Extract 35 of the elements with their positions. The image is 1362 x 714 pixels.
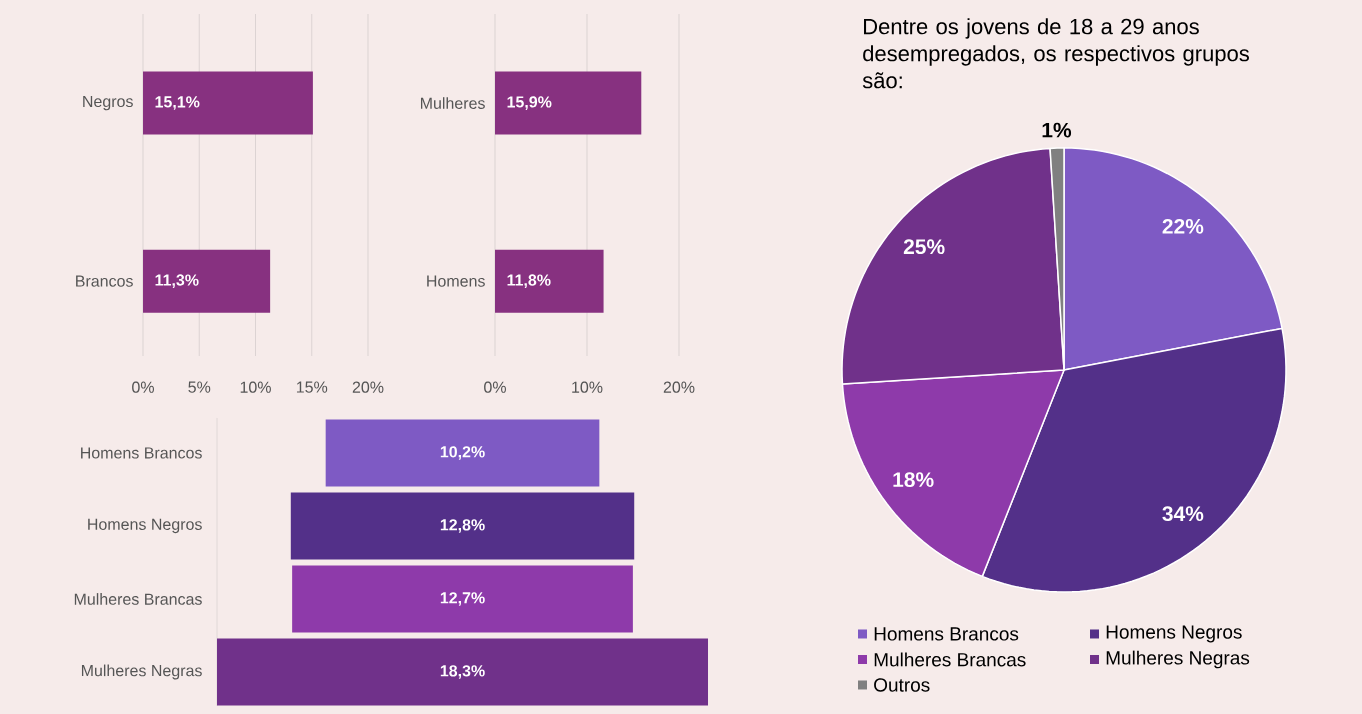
legend-label: Mulheres Negras	[1106, 650, 1250, 669]
data-label: 12,7%	[440, 592, 485, 606]
y-tick-label: Negros	[83, 95, 133, 111]
data-label: 18%	[893, 472, 934, 488]
x-tick-label: 15%	[296, 381, 328, 393]
x-tick-label: 20%	[663, 381, 695, 393]
legend-label: Outros	[874, 678, 930, 692]
category-label: Mulheres Negras	[81, 664, 202, 680]
data-label: 22%	[1162, 218, 1204, 234]
chart-title: Dentre os jovens de 18 a 29 anos desempregados, os respectivos grupos são:	[862, 18, 1249, 89]
x-tick-label: 0%	[484, 381, 506, 393]
data-label: 12,8%	[440, 519, 485, 533]
y-tick-label: Mulheres	[420, 97, 485, 109]
category-label: Mulheres Brancas	[74, 593, 202, 605]
category-label: Homens Negros	[88, 518, 202, 534]
category-label: Homens Brancos	[81, 447, 202, 459]
data-label: 34%	[1162, 506, 1204, 522]
y-tick-label: Homens	[427, 275, 485, 287]
data-label: 15,1%	[155, 96, 200, 110]
y-tick-label: Brancos	[76, 275, 133, 287]
legend-label: Homens Brancos	[874, 627, 1019, 641]
x-tick-label: 5%	[188, 381, 211, 393]
data-label: 25%	[903, 239, 945, 255]
x-tick-label: 10%	[240, 381, 271, 393]
data-label: 11,8%	[507, 274, 551, 288]
data-label: 18,3%	[440, 665, 485, 679]
x-tick-label: 20%	[352, 381, 384, 393]
legend-label: Homens Negros	[1106, 625, 1242, 643]
data-label: 15,9%	[507, 96, 552, 110]
x-tick-label: 10%	[572, 381, 603, 393]
data-label: 11,3%	[155, 274, 199, 288]
data-label: 10,2%	[440, 446, 485, 460]
legend-label: Mulheres Brancas	[874, 652, 1026, 667]
x-tick-label: 0%	[132, 381, 155, 393]
data-label: 1%	[1042, 122, 1072, 138]
